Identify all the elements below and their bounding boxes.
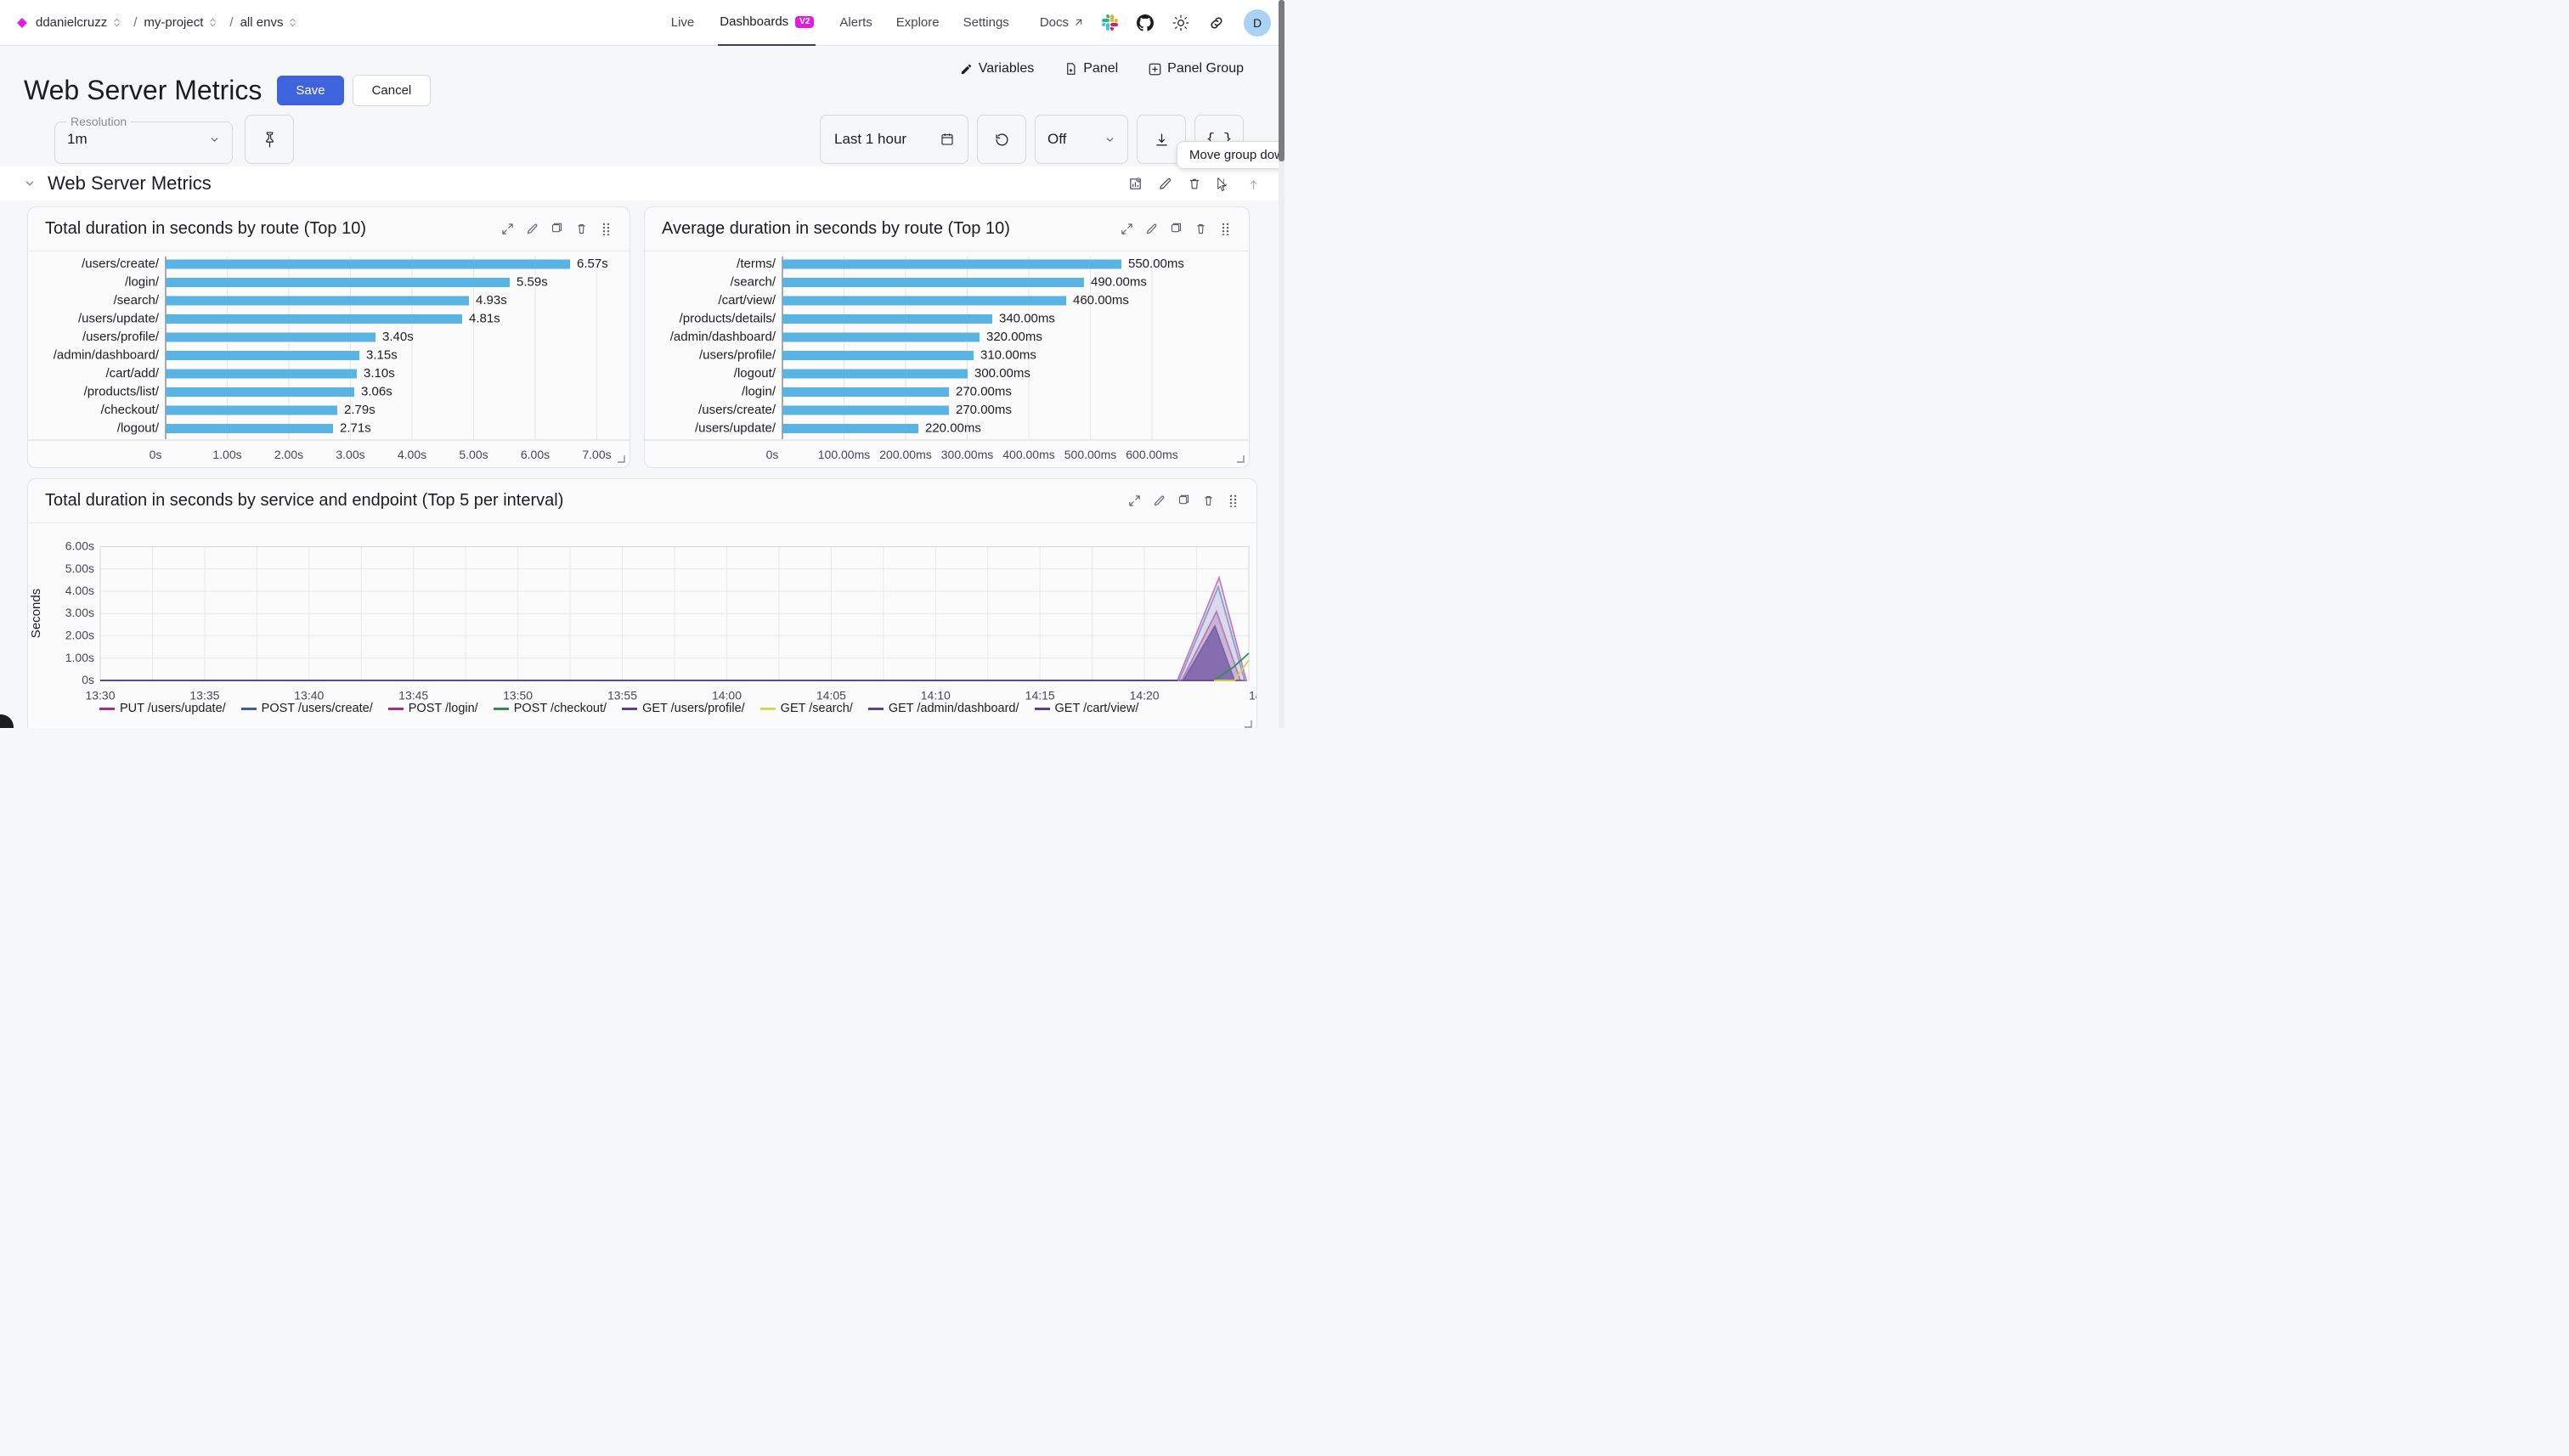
svg-text:14:20: 14:20 bbox=[1130, 689, 1160, 703]
svg-text:/products/list/: /products/list/ bbox=[84, 385, 160, 399]
svg-text:4.00s: 4.00s bbox=[65, 584, 94, 597]
svg-text:/cart/add/: /cart/add/ bbox=[105, 366, 159, 381]
svg-text:14:15: 14:15 bbox=[1025, 689, 1055, 703]
svg-text:/login/: /login/ bbox=[125, 275, 160, 290]
svg-text:14:05: 14:05 bbox=[816, 689, 846, 703]
svg-text:3.10s: 3.10s bbox=[364, 366, 395, 381]
svg-text:600.00ms: 600.00ms bbox=[1126, 448, 1177, 461]
svg-text:0s: 0s bbox=[82, 673, 94, 686]
svg-text:/users/update/: /users/update/ bbox=[78, 312, 160, 326]
svg-text:13:40: 13:40 bbox=[294, 689, 324, 703]
svg-text:3.15s: 3.15s bbox=[366, 348, 398, 363]
svg-text:300.00ms: 300.00ms bbox=[941, 448, 993, 461]
svg-text:550.00ms: 550.00ms bbox=[1128, 257, 1184, 271]
svg-text:2.79s: 2.79s bbox=[344, 403, 375, 417]
svg-text:/products/details/: /products/details/ bbox=[680, 312, 776, 326]
svg-text:1.00s: 1.00s bbox=[212, 448, 241, 461]
svg-text:4.81s: 4.81s bbox=[469, 312, 500, 326]
svg-text:6.00s: 6.00s bbox=[65, 539, 94, 553]
svg-text:4.00s: 4.00s bbox=[398, 448, 426, 461]
svg-text:3.00s: 3.00s bbox=[65, 606, 94, 619]
svg-text:1.00s: 1.00s bbox=[65, 651, 94, 664]
svg-text:5.00s: 5.00s bbox=[65, 562, 94, 575]
svg-text:5.59s: 5.59s bbox=[517, 275, 548, 290]
svg-text:Seconds: Seconds bbox=[29, 589, 43, 638]
svg-text:400.00ms: 400.00ms bbox=[1002, 448, 1054, 461]
svg-text:/users/profile/: /users/profile/ bbox=[82, 330, 160, 344]
svg-text:/users/create/: /users/create/ bbox=[82, 257, 160, 271]
svg-text:/users/update/: /users/update/ bbox=[695, 421, 776, 436]
svg-text:14:10: 14:10 bbox=[921, 689, 951, 703]
svg-text:3.00s: 3.00s bbox=[336, 448, 364, 461]
svg-text:490.00ms: 490.00ms bbox=[1091, 275, 1147, 290]
svg-text:/logout/: /logout/ bbox=[734, 366, 776, 381]
svg-text:4.93s: 4.93s bbox=[476, 293, 507, 308]
svg-text:300.00ms: 300.00ms bbox=[974, 366, 1030, 381]
svg-text:2.00s: 2.00s bbox=[65, 629, 94, 642]
svg-text:220.00ms: 220.00ms bbox=[925, 421, 981, 436]
svg-text:320.00ms: 320.00ms bbox=[986, 330, 1042, 344]
svg-text:/admin/dashboard/: /admin/dashboard/ bbox=[670, 330, 776, 344]
svg-text:0s: 0s bbox=[150, 448, 162, 461]
svg-text:13:30: 13:30 bbox=[85, 689, 115, 703]
svg-text:6.00s: 6.00s bbox=[521, 448, 550, 461]
svg-text:13:50: 13:50 bbox=[503, 689, 533, 703]
svg-text:/users/profile/: /users/profile/ bbox=[699, 348, 776, 363]
svg-text:0s: 0s bbox=[766, 448, 779, 461]
svg-text:/search/: /search/ bbox=[114, 293, 160, 308]
svg-text:13:55: 13:55 bbox=[607, 689, 637, 703]
svg-text:14:00: 14:00 bbox=[712, 689, 742, 703]
svg-text:3.06s: 3.06s bbox=[361, 385, 392, 399]
svg-text:/logout/: /logout/ bbox=[117, 421, 160, 436]
svg-text:100.00ms: 100.00ms bbox=[818, 448, 870, 461]
svg-text:/checkout/: /checkout/ bbox=[101, 403, 160, 417]
svg-text:340.00ms: 340.00ms bbox=[999, 312, 1055, 326]
svg-text:270.00ms: 270.00ms bbox=[956, 403, 1012, 417]
svg-text:/search/: /search/ bbox=[731, 275, 776, 290]
svg-text:5.00s: 5.00s bbox=[459, 448, 488, 461]
svg-text:2.00s: 2.00s bbox=[274, 448, 303, 461]
svg-text:7.00s: 7.00s bbox=[582, 448, 611, 461]
svg-text:13:35: 13:35 bbox=[189, 689, 219, 703]
svg-text:13:45: 13:45 bbox=[398, 689, 428, 703]
svg-text:500.00ms: 500.00ms bbox=[1064, 448, 1116, 461]
svg-text:14:25: 14:25 bbox=[1249, 689, 1257, 703]
svg-text:/terms/: /terms/ bbox=[737, 257, 776, 271]
svg-text:310.00ms: 310.00ms bbox=[980, 348, 1036, 363]
svg-text:270.00ms: 270.00ms bbox=[956, 385, 1012, 399]
svg-text:3.40s: 3.40s bbox=[382, 330, 414, 344]
svg-text:2.71s: 2.71s bbox=[340, 421, 371, 436]
svg-text:/cart/view/: /cart/view/ bbox=[718, 293, 776, 308]
svg-text:200.00ms: 200.00ms bbox=[879, 448, 931, 461]
svg-text:/users/create/: /users/create/ bbox=[698, 403, 776, 417]
svg-text:460.00ms: 460.00ms bbox=[1073, 293, 1129, 308]
svg-text:6.57s: 6.57s bbox=[577, 257, 608, 271]
svg-text:/admin/dashboard/: /admin/dashboard/ bbox=[54, 348, 160, 363]
svg-text:/login/: /login/ bbox=[742, 385, 776, 399]
